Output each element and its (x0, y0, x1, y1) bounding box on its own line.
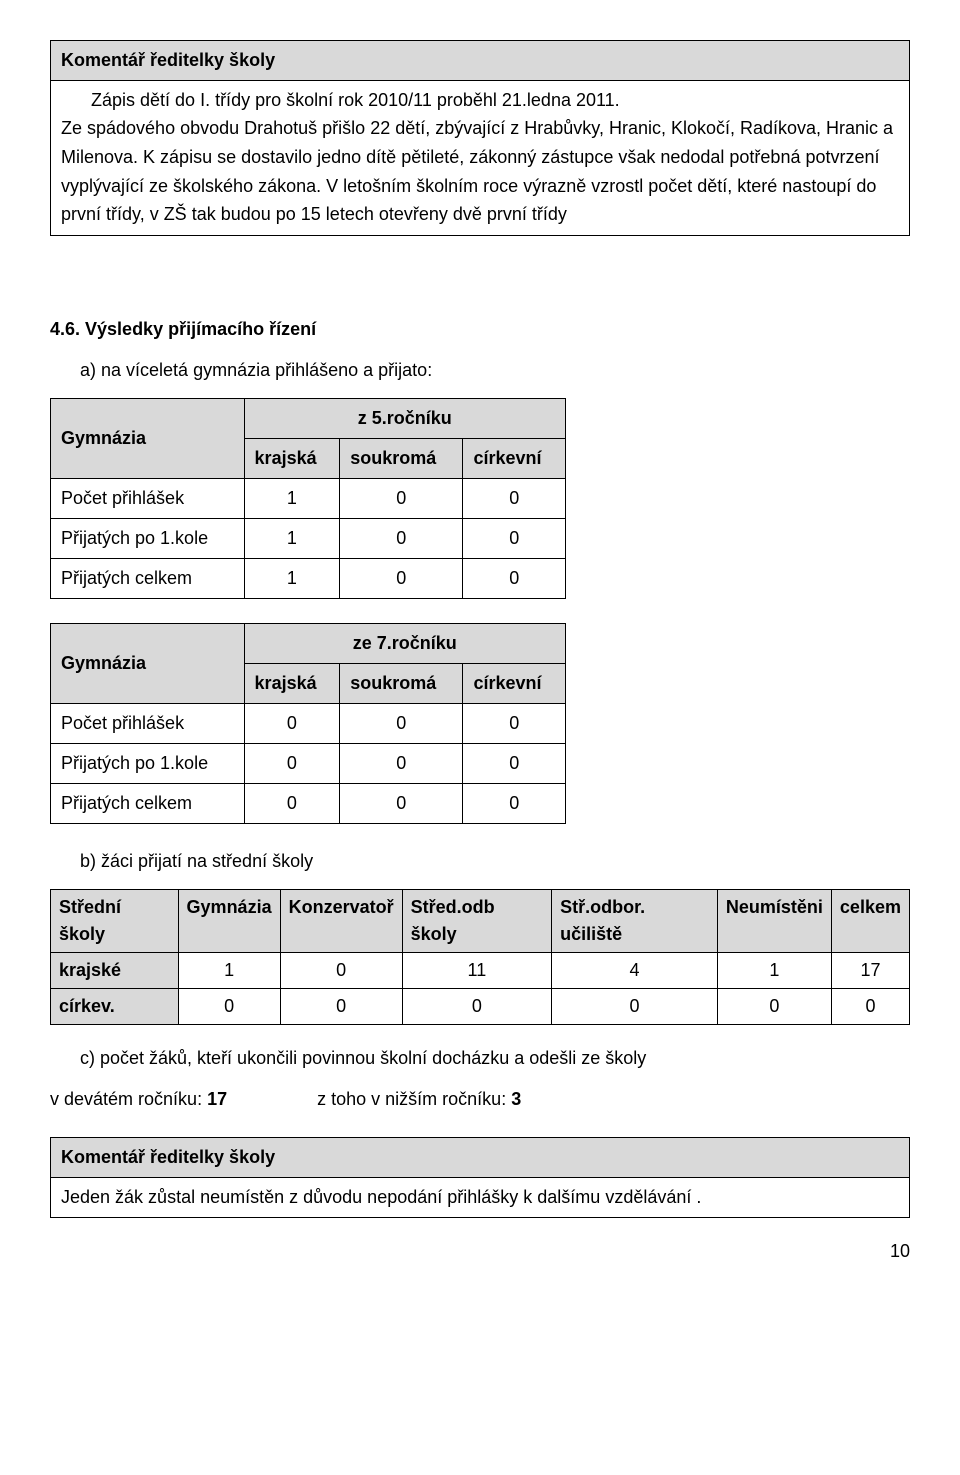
table-c-h1: Gymnázia (178, 890, 280, 953)
comment-box-2: Komentář ředitelky školy Jeden žák zůsta… (50, 1137, 910, 1218)
ninth-grade-label: v devátém ročníku: (50, 1089, 202, 1109)
table-c-h5: Neumístěni (717, 890, 831, 953)
table-b-group-header: ze 7.ročníku (244, 624, 565, 664)
table-a-col2: církevní (463, 439, 566, 479)
lower-grade-label: z toho v nižším ročníku: (317, 1089, 506, 1109)
section-46-title: 4.6. Výsledky přijímacího řízení (50, 316, 910, 343)
item-a: a) na víceletá gymnázia přihlášeno a při… (80, 357, 910, 384)
table-c-h3: Střed.odb školy (402, 890, 552, 953)
table-c-h0: Střední školy (51, 890, 179, 953)
table-c-h4: Stř.odbor. učiliště (552, 890, 718, 953)
table-row: církev. 0 0 0 0 0 0 (51, 989, 910, 1025)
lower-grade-value: 3 (511, 1089, 521, 1109)
item-c: c) počet žáků, kteří ukončili povinnou š… (80, 1045, 910, 1072)
table-c-h6: celkem (831, 890, 909, 953)
page-number: 10 (50, 1238, 910, 1265)
table-gymnazia-5: Gymnázia z 5.ročníku krajská soukromá cí… (50, 398, 566, 599)
table-row: Počet přihlášek 1 0 0 (51, 479, 566, 519)
table-row: Přijatých po 1.kole 1 0 0 (51, 519, 566, 559)
comment1-header: Komentář ředitelky školy (51, 41, 910, 81)
table-row: Přijatých celkem 0 0 0 (51, 784, 566, 824)
comment1-line1: Ze spádového obvodu Drahotuš přišlo 22 d… (61, 118, 893, 224)
table-stredni-skoly: Střední školy Gymnázia Konzervatoř Střed… (50, 889, 910, 1025)
table-a-col1: soukromá (340, 439, 463, 479)
table-gymnazia-7: Gymnázia ze 7.ročníku krajská soukromá c… (50, 623, 566, 824)
ninth-grade-row: v devátém ročníku: 17 z toho v nižším ro… (50, 1086, 910, 1113)
table-row: Přijatých po 1.kole 0 0 0 (51, 744, 566, 784)
table-a-group-header: z 5.ročníku (244, 399, 565, 439)
table-a-title: Gymnázia (51, 399, 245, 479)
item-b: b) žáci přijatí na střední školy (80, 848, 910, 875)
comment-box-1: Komentář ředitelky školy Zápis dětí do I… (50, 40, 910, 236)
table-c-h2: Konzervatoř (280, 890, 402, 953)
table-row: Počet přihlášek 0 0 0 (51, 704, 566, 744)
table-b-col2: církevní (463, 664, 566, 704)
table-b-col1: soukromá (340, 664, 463, 704)
comment1-line0: Zápis dětí do I. třídy pro školní rok 20… (61, 87, 899, 114)
ninth-grade-value: 17 (207, 1089, 227, 1109)
table-row: Přijatých celkem 1 0 0 (51, 559, 566, 599)
comment2-body: Jeden žák zůstal neumístěn z důvodu nepo… (51, 1178, 910, 1218)
table-b-title: Gymnázia (51, 624, 245, 704)
table-b-col0: krajská (244, 664, 340, 704)
table-row: krajské 1 0 11 4 1 17 (51, 953, 910, 989)
comment2-header: Komentář ředitelky školy (51, 1138, 910, 1178)
table-a-col0: krajská (244, 439, 340, 479)
comment1-body: Zápis dětí do I. třídy pro školní rok 20… (51, 81, 910, 236)
